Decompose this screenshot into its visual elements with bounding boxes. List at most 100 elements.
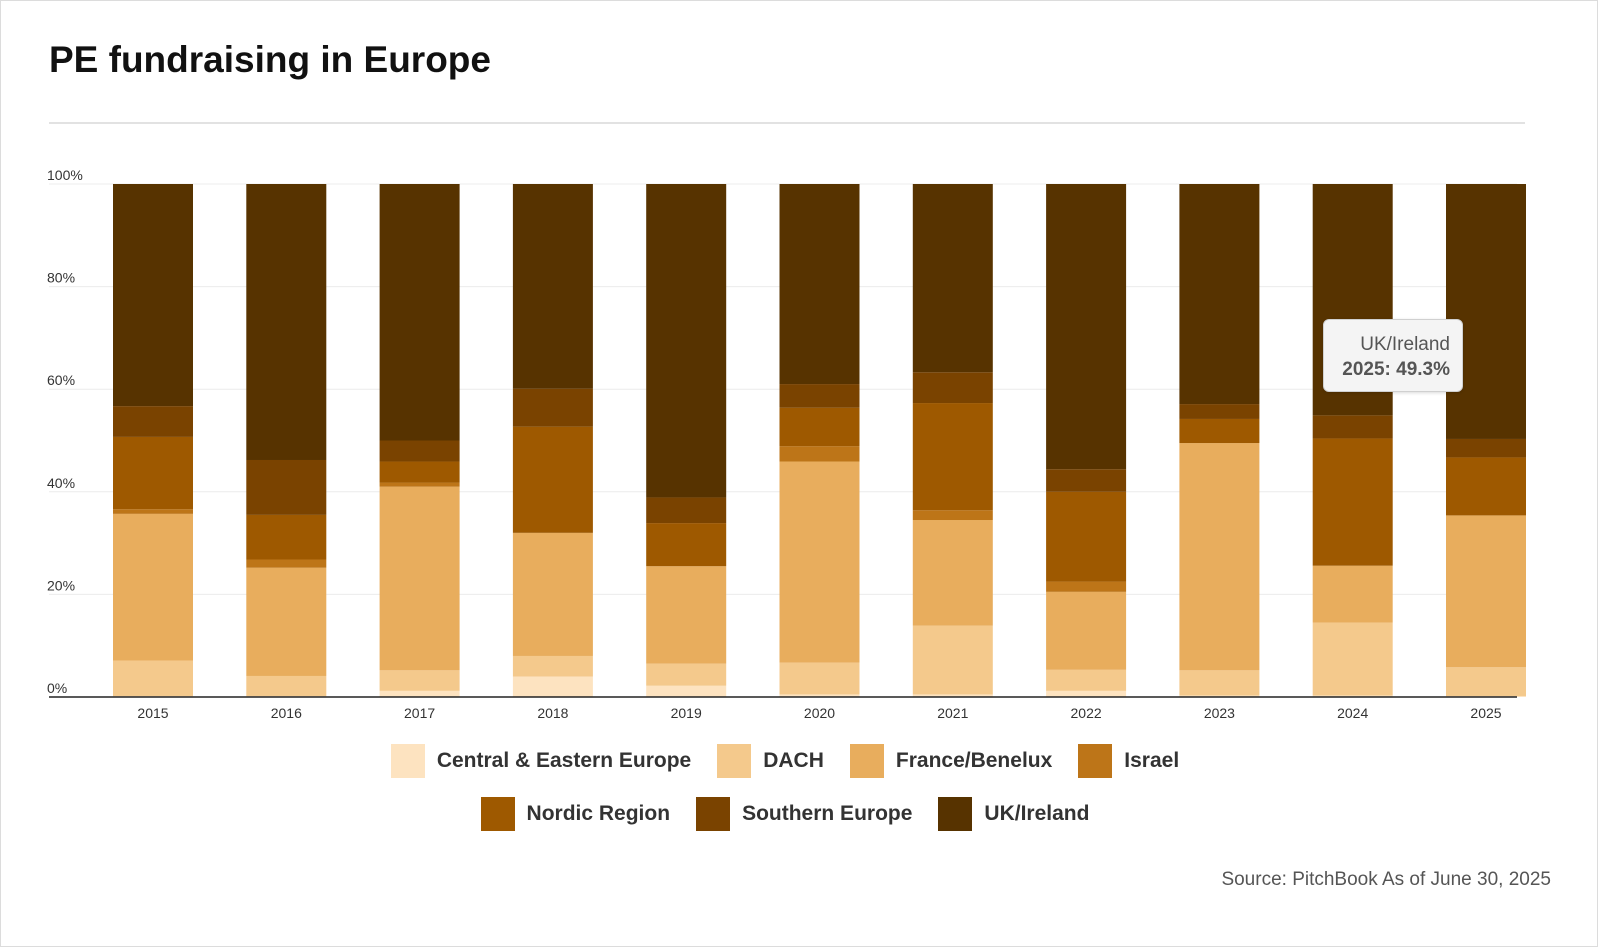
- bar-segment: [1312, 695, 1393, 697]
- y-tick-label: 0%: [47, 680, 67, 696]
- legend-swatch: [696, 797, 731, 831]
- legend-item[interactable]: UK/Ireland: [938, 797, 1089, 831]
- legend-item[interactable]: France/Benelux: [849, 744, 1053, 778]
- bar-segment: [779, 446, 860, 462]
- bar-segment: [646, 685, 727, 697]
- bar-segment: [1446, 438, 1526, 458]
- bar-segment: [1312, 565, 1393, 623]
- bar-segment: [512, 532, 593, 656]
- bar-segment: [1312, 622, 1393, 696]
- legend-item[interactable]: Nordic Region: [480, 797, 671, 831]
- bar-segment: [912, 403, 993, 511]
- bar-segment: [1179, 695, 1260, 697]
- bar-segment: [646, 184, 727, 498]
- title-divider: [49, 122, 1525, 124]
- bar-segment: [1046, 690, 1127, 697]
- bar-segment: [379, 486, 460, 671]
- legend-swatch: [938, 797, 973, 831]
- bar-segment: [912, 372, 993, 404]
- bar-segment: [1046, 581, 1127, 592]
- legend-label: DACH: [763, 749, 824, 772]
- legend-label: Nordic Region: [526, 802, 671, 825]
- bar-segment: [379, 670, 460, 691]
- bar-segment: [1046, 469, 1127, 492]
- legend-label: Southern Europe: [742, 802, 913, 825]
- bar-segment: [379, 482, 460, 487]
- bar-segment: [379, 440, 460, 462]
- bar-segment: [1179, 184, 1260, 405]
- bar-segment: [912, 510, 993, 521]
- legend-label: Israel: [1124, 749, 1180, 772]
- bar-segment: [779, 184, 860, 385]
- bar-segment: [512, 426, 593, 533]
- chart-tooltip: UK/Ireland 2025: 49.3%: [1323, 319, 1463, 392]
- bar-segment: [1046, 184, 1127, 470]
- bar-segment: [246, 567, 327, 676]
- bar-segment: [1179, 418, 1260, 444]
- x-tick-label: 2020: [804, 705, 835, 721]
- legend-item[interactable]: DACH: [717, 744, 824, 778]
- x-tick-label: 2015: [137, 705, 168, 721]
- bar-segment: [113, 406, 193, 437]
- legend-item[interactable]: Israel: [1078, 744, 1179, 778]
- y-tick-label: 40%: [47, 475, 75, 491]
- legend-label: Central & Eastern Europe: [436, 749, 692, 772]
- legend-label: UK/Ireland: [984, 802, 1090, 825]
- bar-segment: [512, 676, 593, 697]
- bar-segment: [246, 559, 327, 568]
- bar-segment: [912, 694, 993, 697]
- bar-segment: [779, 407, 860, 447]
- bar-segment: [1046, 669, 1127, 691]
- bar-segment: [779, 662, 860, 695]
- bar-segment: [113, 184, 193, 407]
- bar-segment: [646, 497, 727, 524]
- bar-segment: [1046, 491, 1127, 582]
- legend-swatch: [1078, 744, 1113, 778]
- tooltip-series: UK/Ireland: [1360, 334, 1450, 355]
- legend-item[interactable]: Central & Eastern Europe: [390, 744, 692, 778]
- legend-swatch: [390, 744, 425, 778]
- bar-segment: [1312, 415, 1393, 439]
- legend-item[interactable]: Southern Europe: [696, 797, 912, 831]
- chart-legend: Central & Eastern Europe DACH France/Benel…: [1, 741, 1569, 847]
- x-tick-label: 2025: [1470, 705, 1501, 721]
- bar-segment: [1179, 443, 1260, 671]
- legend-swatch: [717, 744, 752, 778]
- legend-label: France/Benelux: [895, 749, 1053, 772]
- x-tick-label: 2017: [404, 705, 435, 721]
- bar-segment: [246, 514, 327, 560]
- x-tick-label: 2016: [271, 705, 302, 721]
- legend-swatch: [480, 797, 515, 831]
- bar-segment: [512, 184, 593, 389]
- bar-segment: [779, 694, 860, 697]
- bar-segment: [646, 566, 727, 664]
- bar-segment: [1446, 667, 1526, 696]
- bar-segment: [379, 184, 460, 441]
- bar-segment: [246, 184, 327, 460]
- stacked-bar-chart: 0% 20% 40% 60% 80% 100% 2015 2016 2017 2018 2019 20…: [47, 167, 1526, 721]
- bar-segment: [779, 461, 860, 663]
- y-tick-label: 80%: [47, 270, 75, 286]
- bar-segment: [912, 520, 993, 626]
- bar-segment: [246, 675, 327, 696]
- bar-segment: [113, 436, 193, 510]
- bar-segment: [113, 513, 193, 661]
- bar-segment: [379, 690, 460, 697]
- bar-segment: [646, 663, 727, 686]
- bar-segment: [646, 523, 727, 567]
- y-tick-label: 20%: [47, 577, 75, 593]
- x-tick-label: 2021: [937, 705, 968, 721]
- bar-segment: [912, 184, 993, 373]
- source-note: Source: PitchBook As of June 30, 2025: [1221, 869, 1551, 890]
- bar-segment: [1446, 515, 1526, 668]
- tooltip-value: 2025: 49.3%: [1342, 359, 1450, 380]
- bar-segment: [1446, 457, 1526, 516]
- legend-row: Nordic Region Southern Europe UK/Ireland: [1, 794, 1569, 834]
- x-tick-label: 2019: [671, 705, 702, 721]
- bar-segment: [246, 459, 327, 515]
- legend-swatch: [849, 744, 884, 778]
- bar-segment: [1179, 670, 1260, 696]
- bar-segment: [912, 625, 993, 695]
- bar-segment: [512, 388, 593, 427]
- x-tick-label: 2018: [537, 705, 568, 721]
